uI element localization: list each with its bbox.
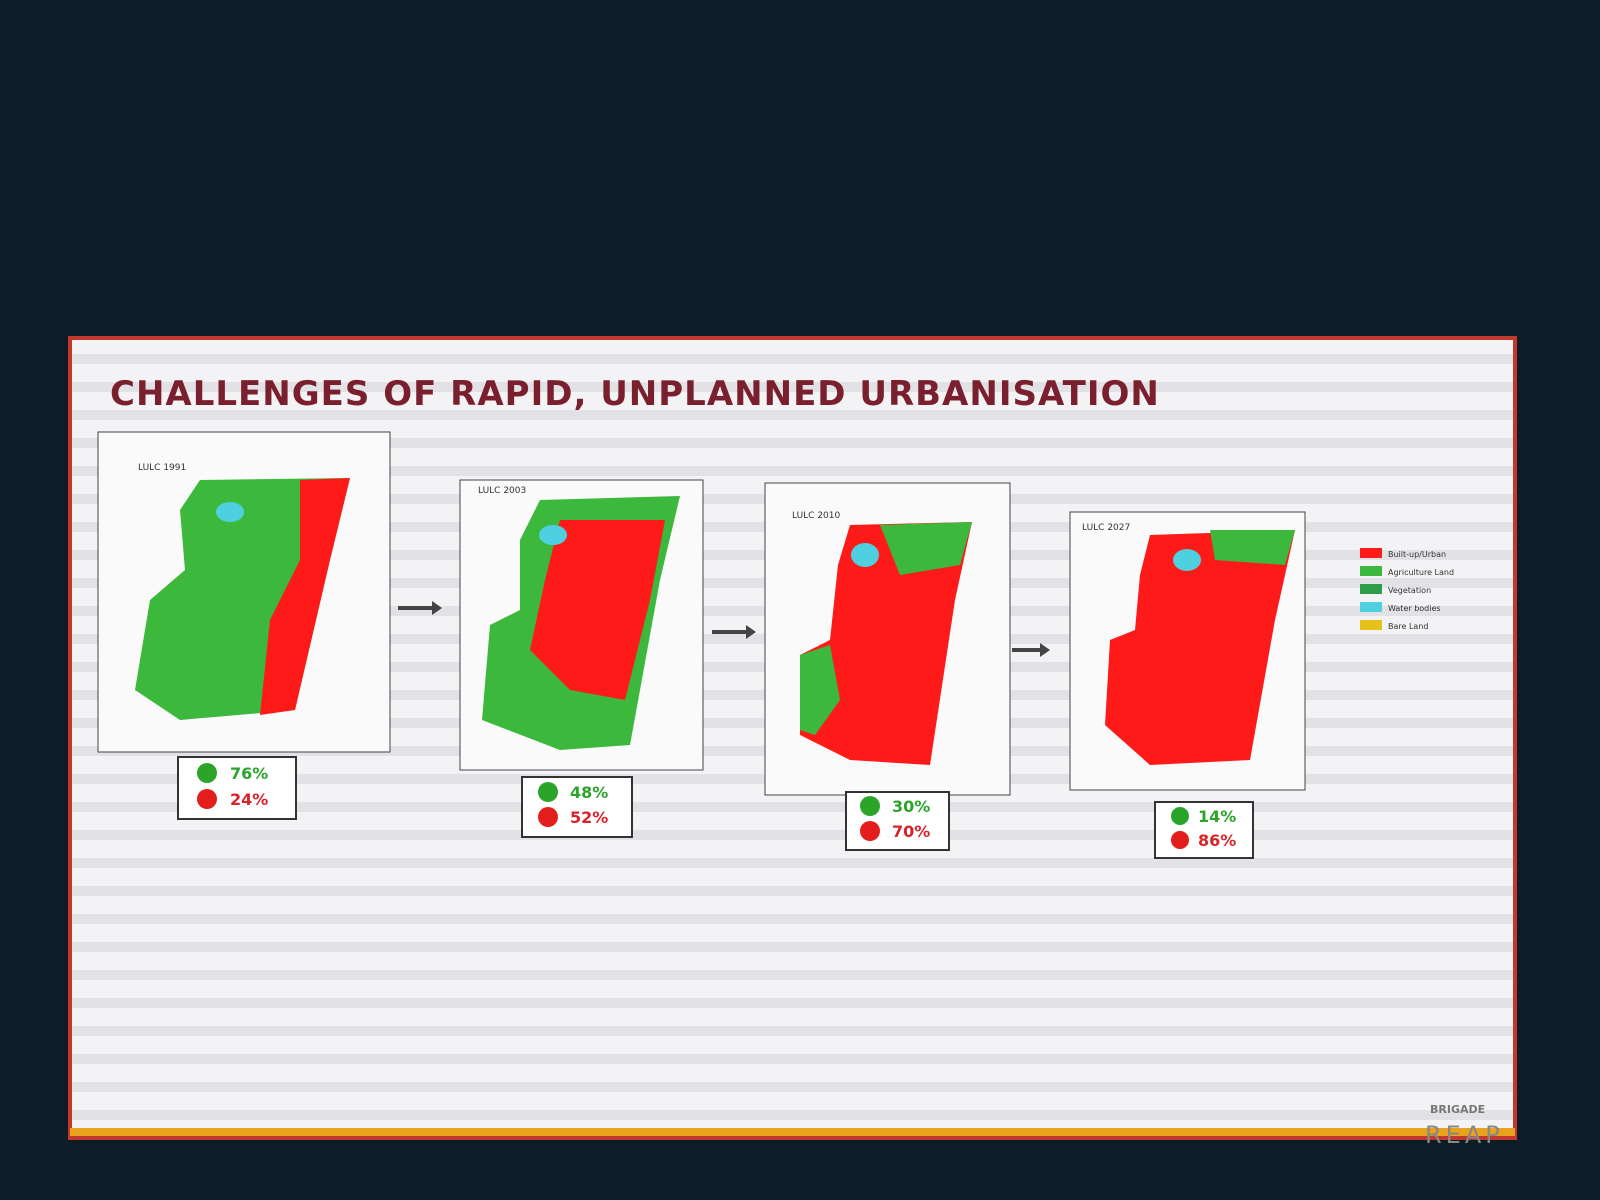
legend-swatch bbox=[1360, 584, 1382, 594]
brand-bottom: REAP bbox=[1425, 1121, 1504, 1149]
red-pct: 70% bbox=[892, 822, 930, 841]
legend-swatch bbox=[1360, 602, 1382, 612]
map-area bbox=[880, 522, 972, 575]
panel: LULC 1991 76% 24% bbox=[97, 431, 391, 820]
pct-box bbox=[845, 791, 950, 851]
brand-top: BRIGADE bbox=[1430, 1103, 1485, 1116]
red-pct: 86% bbox=[1198, 831, 1236, 850]
red-dot bbox=[197, 789, 217, 809]
red-pct: 24% bbox=[230, 790, 268, 809]
legend-swatch bbox=[1360, 548, 1382, 558]
slide-footer-bar bbox=[70, 1128, 1515, 1136]
green-dot bbox=[197, 763, 217, 783]
green-dot bbox=[1171, 807, 1189, 825]
green-pct: 48% bbox=[570, 783, 608, 802]
legend-label: Agriculture Land bbox=[1388, 568, 1454, 577]
arrow bbox=[712, 625, 756, 639]
legend-label: Bare Land bbox=[1388, 622, 1428, 631]
pct-box bbox=[177, 756, 297, 820]
green-pct: 14% bbox=[1198, 807, 1236, 826]
slide-title: CHALLENGES OF RAPID, UNPLANNED URBANISAT… bbox=[110, 374, 1160, 414]
red-dot bbox=[538, 807, 558, 827]
map-urban bbox=[530, 520, 665, 700]
green-pct: 76% bbox=[230, 764, 268, 783]
legend: Built-up/Urban Agriculture Land Vegetati… bbox=[1360, 548, 1454, 631]
map-urban bbox=[1105, 530, 1295, 765]
map-urban bbox=[800, 522, 972, 765]
map-urban bbox=[260, 478, 350, 715]
panel-label: LULC 2010 bbox=[792, 511, 840, 521]
green-dot bbox=[538, 782, 558, 802]
red-dot bbox=[860, 821, 880, 841]
red-dot bbox=[1171, 831, 1189, 849]
map-water bbox=[1173, 549, 1201, 571]
legend-label: Vegetation bbox=[1388, 586, 1431, 595]
legend-swatch bbox=[1360, 620, 1382, 630]
green-dot bbox=[860, 796, 880, 816]
map-water bbox=[216, 502, 244, 522]
green-pct: 30% bbox=[892, 797, 930, 816]
arrow bbox=[1012, 643, 1050, 657]
panel: LULC 2003 48% 52% bbox=[459, 479, 704, 838]
panel-label: LULC 2003 bbox=[478, 486, 526, 496]
legend-label: Built-up/Urban bbox=[1388, 550, 1446, 559]
legend-label: Water bodies bbox=[1388, 604, 1441, 613]
panel: LULC 2027 14% 86% bbox=[1069, 511, 1306, 859]
map-water bbox=[539, 525, 567, 545]
legend-swatch bbox=[1360, 566, 1382, 576]
map-area bbox=[1210, 530, 1295, 565]
panel: LULC 2010 30% 70% bbox=[764, 482, 1011, 851]
red-pct: 52% bbox=[570, 808, 608, 827]
map-area bbox=[800, 645, 840, 735]
map-water bbox=[851, 543, 879, 567]
panel-label: LULC 1991 bbox=[138, 463, 186, 473]
panel-label: LULC 2027 bbox=[1082, 523, 1130, 533]
arrow bbox=[398, 601, 442, 615]
pct-box bbox=[1154, 801, 1254, 859]
